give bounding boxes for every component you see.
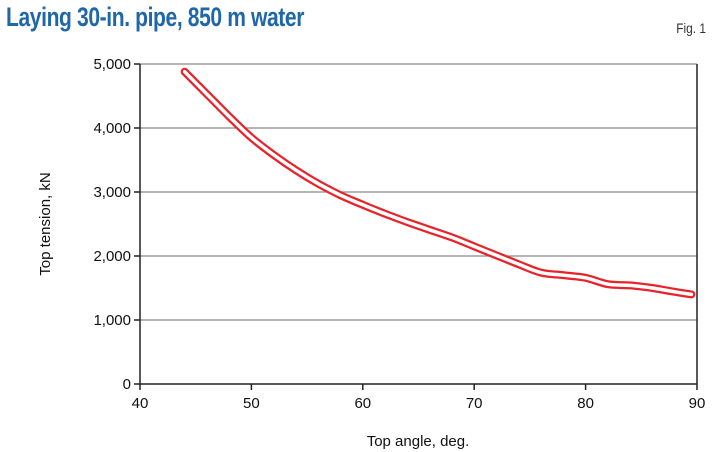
y-tick-label: 0 (123, 376, 131, 393)
x-tick-label: 40 (132, 395, 149, 412)
x-tick-label: 90 (689, 395, 706, 412)
x-tick-label: 60 (354, 395, 371, 412)
y-axis-label: Top tension, kN (37, 172, 54, 275)
series-line-outline (180, 67, 696, 299)
axes (134, 63, 698, 390)
y-tick-label: 3,000 (93, 184, 131, 201)
y-tick-label: 5,000 (93, 56, 131, 73)
gridlines (140, 63, 697, 321)
chart-title: Laying 30-in. pipe, 850 m water (6, 2, 305, 32)
tick-labels: 0 1,000 2,000 3,000 4,000 5,000 40 50 60 70 80 90 (93, 56, 705, 412)
series-layer (180, 67, 696, 299)
figure-label: Fig. 1 (676, 20, 706, 36)
y-tick-label: 4,000 (93, 120, 131, 137)
x-axis-label: Top angle, deg. (367, 433, 470, 450)
series-line (182, 69, 694, 297)
y-tick-label: 2,000 (93, 248, 131, 265)
x-tick-label: 70 (466, 395, 483, 412)
y-tick-label: 1,000 (93, 312, 131, 329)
x-tick-label: 80 (577, 395, 594, 412)
x-tick-label: 50 (243, 395, 260, 412)
